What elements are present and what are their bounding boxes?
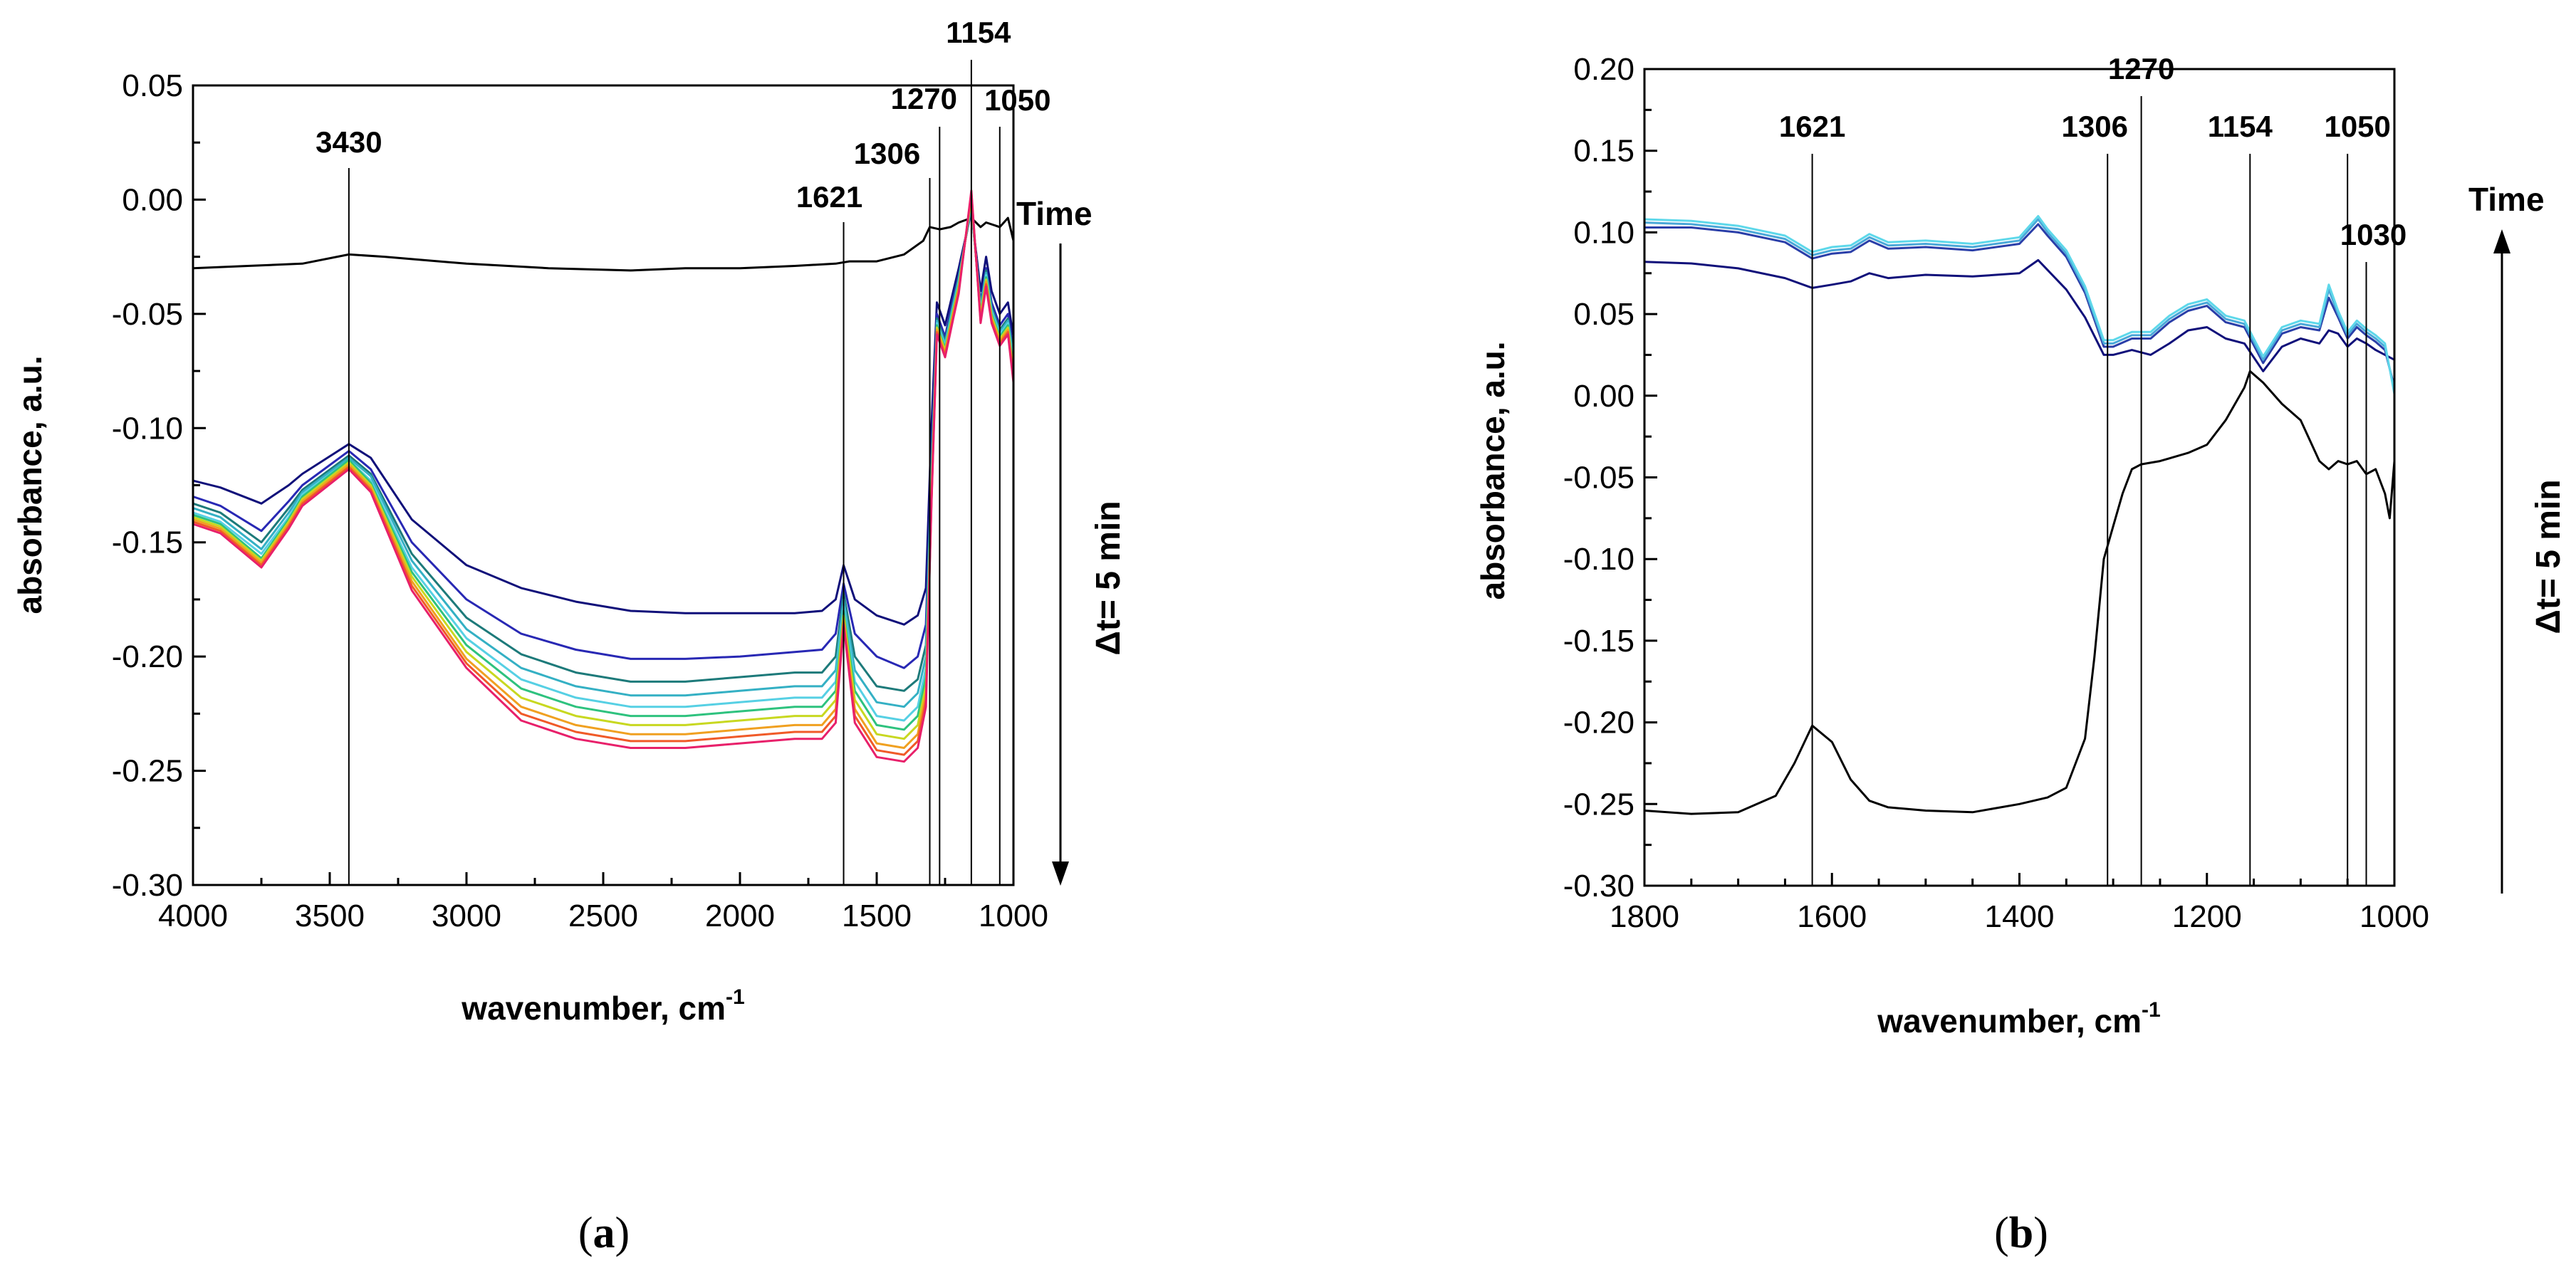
annotation-label-1621: 1621 [796,180,862,214]
annotation-label-1050: 1050 [984,83,1050,117]
chart-b-time-label: Time [2468,181,2545,218]
x-tick-label: 1200 [2172,899,2242,934]
chart-a-y-axis-title: absorbance, a.u. [11,355,48,614]
y-tick-label: -0.20 [1563,706,1634,740]
chart-a-x-axis-title: wavenumber, cm-1 [461,985,744,1027]
y-tick-label: -0.10 [112,411,183,446]
annotation-label-1270: 1270 [891,82,957,115]
y-tick-label: 0.15 [1573,134,1634,169]
series-line-t3 [1644,218,2396,392]
series-line-reference [1644,370,2396,815]
x-tick-label: 1500 [842,899,912,933]
y-tick-label: 0.00 [1573,379,1634,414]
chart-b-series [1644,215,2396,815]
annotation-label-3430: 3430 [316,125,382,159]
series-line-initial [192,216,1015,272]
annotation-label-1154: 1154 [2208,110,2273,143]
y-tick-label: 0.00 [122,182,183,217]
chart-a-time-label: Time [1016,195,1093,232]
x-tick-label: 2000 [705,899,775,933]
annotation-label-1050: 1050 [2324,110,2390,143]
y-tick-label: -0.20 [112,639,183,674]
y-tick-label: 0.10 [1573,215,1634,250]
y-tick-label: 0.20 [1573,52,1634,87]
annotation-label-1270: 1270 [2108,52,2174,85]
chart-b-y-axis-title: absorbance, a.u. [1474,341,1511,599]
x-tick-label: 2500 [568,899,638,933]
x-tick-label: 4000 [158,899,228,933]
panel-b-caption: (b) [1994,1209,2048,1257]
x-tick-label: 1400 [1985,899,2055,934]
x-tick-label: 1000 [979,899,1048,933]
y-tick-label: -0.10 [1563,542,1634,577]
y-tick-label: -0.25 [112,754,183,789]
y-tick-label: 0.05 [1573,297,1634,332]
y-tick-label: -0.05 [1563,461,1634,496]
y-tick-label: -0.15 [1563,624,1634,659]
y-tick-label: -0.25 [1563,787,1634,822]
y-tick-label: -0.05 [112,297,183,332]
chart-a-time-arrow [1052,243,1069,886]
chart-b-ticks: 1800 1600 1400 1200 1000 0.20 0.15 0.10 0.05 0.00… [1563,52,2429,934]
series-line-t2 [1644,223,2396,388]
y-tick-label: -0.30 [112,868,183,903]
y-tick-label: -0.30 [1563,869,1634,903]
series-line-t1 [1644,258,2395,372]
x-tick-label: 1600 [1797,899,1867,934]
annotation-label-1154: 1154 [946,16,1011,49]
panel-a-caption: (a) [578,1209,630,1257]
annotation-label-1306: 1306 [2062,110,2128,143]
annotation-label-1306: 1306 [854,137,920,170]
chart-a-interval-label: Δt= 5 min [1090,501,1127,655]
chart-b-interval-label: Δt= 5 min [2530,479,2567,634]
x-tick-label: 3000 [432,899,501,933]
chart-a-ticks: 4000 3500 3000 2500 2000 1500 1000 0.05 0.00 -0.0… [112,68,1048,933]
chart-a-annotations: 3430 1621 1306 1270 1154 1050 [316,16,1051,885]
chart-panel-b: 1800 1600 1400 1200 1000 0.20 0.15 0.10 0.05 0.00… [1474,52,2567,1039]
chart-b-x-axis-title: wavenumber, cm-1 [1877,998,2160,1039]
y-tick-label: -0.15 [112,525,183,560]
series-line-t4 [1644,215,2396,394]
annotation-label-1030: 1030 [2340,218,2406,251]
chart-b-annotations: 1621 1306 1270 1154 1050 1030 [1779,52,2406,886]
annotation-label-1621: 1621 [1779,110,1845,143]
x-tick-label: 3500 [295,899,365,933]
x-tick-label: 1800 [1610,899,1679,934]
chart-panel-a: 4000 3500 3000 2500 2000 1500 1000 0.05 0.00 -0.0… [11,16,1127,1027]
chart-b-time-arrow [2493,229,2510,894]
x-tick-label: 1000 [2359,899,2429,934]
y-tick-label: 0.05 [122,68,183,103]
